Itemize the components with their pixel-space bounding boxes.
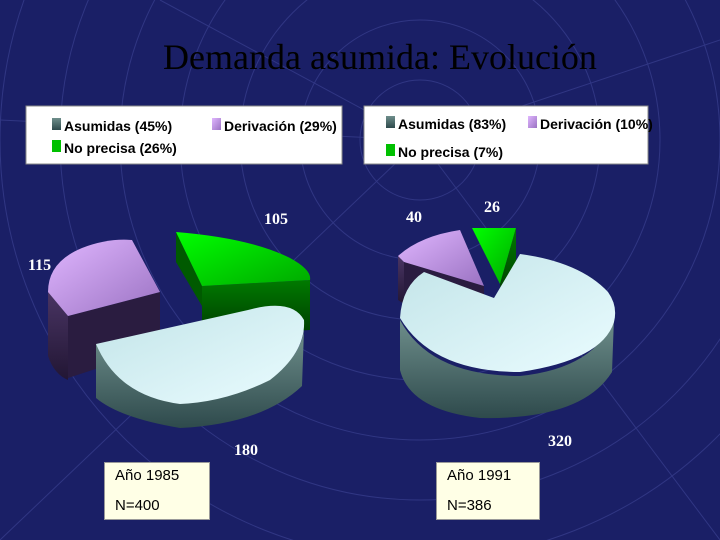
legend-swatch-no-precisa [52, 140, 61, 152]
data-label-derivacion-1985: 115 [28, 257, 51, 274]
legend-entry-no-precisa: No precisa (26%) [64, 140, 177, 156]
data-label-no-precisa-1991: 26 [484, 199, 500, 216]
legend-swatch-derivacion [212, 118, 221, 130]
data-label-derivacion-1991: 40 [406, 209, 422, 226]
legend-entry-derivacion: Derivación (10%) [540, 116, 653, 132]
legend-swatch-no-precisa [386, 144, 395, 156]
legend-1991: Asumidas (83%) Derivación (10%) No preci… [363, 105, 653, 165]
caption-1985: Año 1985 N=400 [104, 462, 210, 520]
caption-year: Año 1985 [115, 467, 180, 484]
data-label-asumidas-1985: 180 [234, 442, 258, 459]
pie-slice-asumidas-1985 [96, 305, 305, 428]
caption-1991: Año 1991 N=386 [436, 462, 540, 520]
caption-year: Año 1991 [447, 467, 512, 484]
caption-n: N=386 [447, 497, 492, 514]
legend-entry-no-precisa: No precisa (7%) [398, 144, 503, 160]
slide-title: Demanda asumida: Evolución [163, 37, 597, 77]
legend-swatch-asumidas [386, 116, 395, 128]
legend-box [25, 105, 343, 165]
legend-entry-asumidas: Asumidas (45%) [64, 118, 172, 134]
legend-1985: Asumidas (45%) Derivación (29%) No preci… [25, 105, 343, 165]
chart-1991: Asumidas (83%) Derivación (10%) No preci… [363, 105, 653, 450]
legend-entry-asumidas: Asumidas (83%) [398, 116, 506, 132]
pie-slice-asumidas-1991 [400, 254, 616, 419]
chart-1985: Asumidas (45%) Derivación (29%) No preci… [25, 105, 343, 459]
legend-swatch-derivacion [528, 116, 537, 128]
pie-slice-derivacion-1985 [48, 239, 160, 380]
data-label-asumidas-1991: 320 [548, 433, 572, 450]
legend-swatch-asumidas [52, 118, 61, 130]
caption-n: N=400 [115, 497, 160, 514]
data-label-no-precisa-1985: 105 [264, 211, 288, 228]
legend-entry-derivacion: Derivación (29%) [224, 118, 337, 134]
legend-box [363, 105, 649, 165]
